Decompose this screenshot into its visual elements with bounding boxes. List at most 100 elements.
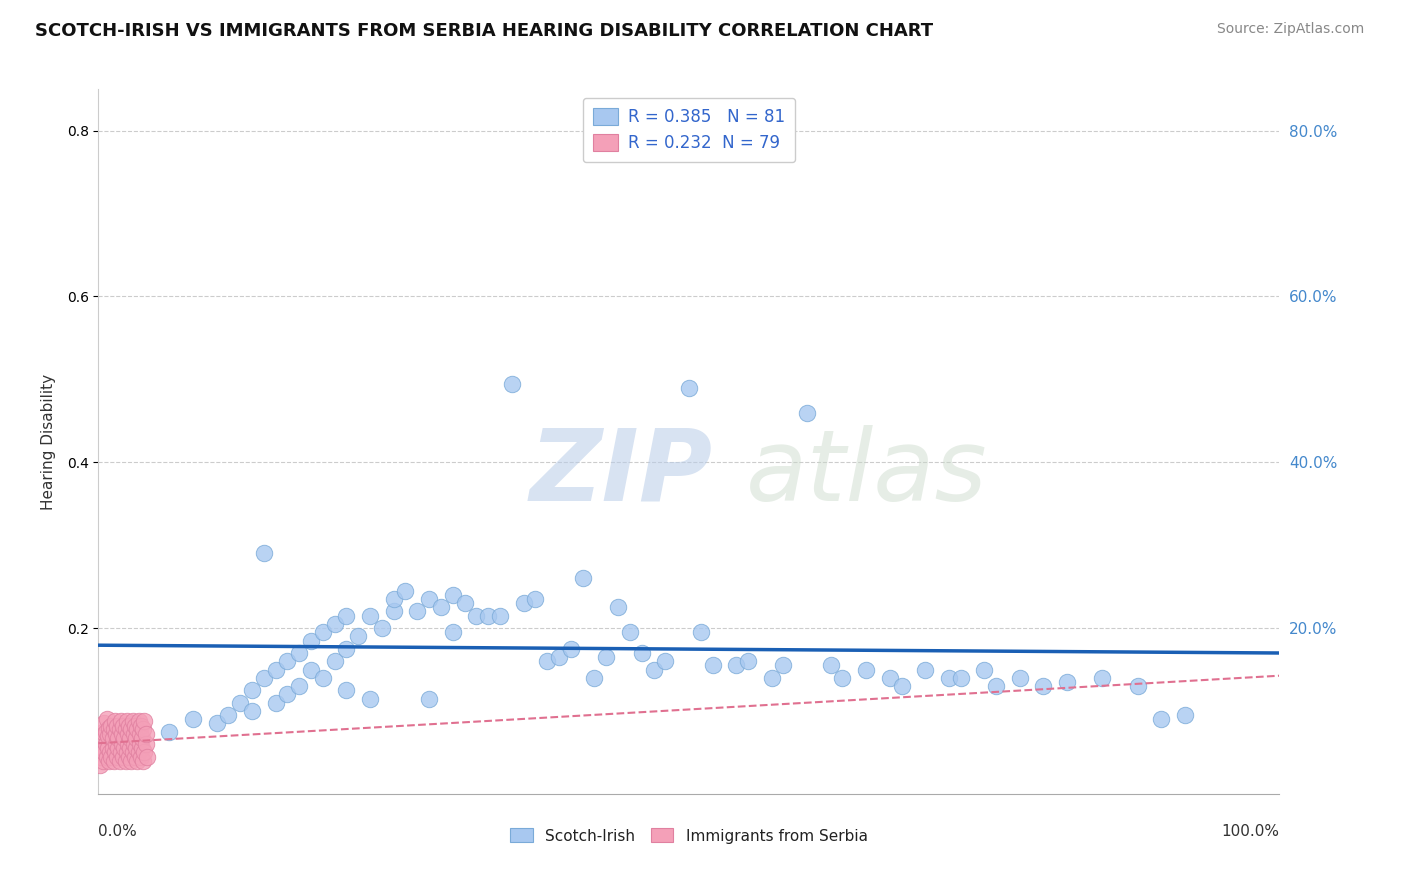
Point (98, 721, 121, 735)
Point (831, 671, 853, 685)
Point (820, 658, 842, 673)
Point (477, 608, 499, 623)
Point (96, 712, 118, 726)
Point (122, 727, 145, 741)
Point (129, 719, 152, 733)
Point (630, 646, 652, 660)
Point (98, 746, 121, 760)
Point (91, 754, 114, 768)
Point (619, 625, 641, 640)
Legend: Scotch-Irish, Immigrants from Serbia: Scotch-Irish, Immigrants from Serbia (505, 822, 873, 850)
Point (129, 749, 152, 764)
Point (104, 746, 127, 760)
Point (128, 737, 150, 751)
Point (571, 571, 593, 585)
Point (103, 723, 125, 737)
Point (453, 596, 475, 610)
Point (115, 746, 138, 760)
Point (110, 714, 132, 728)
Point (253, 546, 276, 560)
Point (110, 746, 132, 760)
Point (1091, 671, 1114, 685)
Point (105, 737, 128, 751)
Point (1008, 671, 1031, 685)
Point (105, 727, 128, 741)
Point (583, 671, 606, 685)
Point (89, 757, 111, 772)
Point (441, 588, 464, 602)
Point (128, 714, 150, 728)
Point (91, 729, 114, 743)
Point (229, 696, 252, 710)
Point (264, 663, 287, 677)
Point (122, 737, 145, 751)
Point (217, 708, 239, 723)
Text: atlas: atlas (745, 425, 987, 522)
Point (288, 646, 311, 660)
Point (108, 754, 131, 768)
Point (134, 746, 156, 760)
Point (96, 749, 118, 764)
Point (97, 729, 120, 743)
Text: 100.0%: 100.0% (1222, 824, 1279, 839)
Point (347, 629, 370, 643)
Point (98, 727, 121, 741)
Point (382, 605, 405, 619)
Point (489, 608, 512, 623)
Point (253, 671, 276, 685)
Point (127, 723, 149, 737)
Point (430, 600, 453, 615)
Point (131, 741, 153, 756)
Point (312, 671, 335, 685)
Point (124, 749, 146, 764)
Point (276, 687, 298, 701)
Point (607, 600, 630, 615)
Point (93, 746, 115, 760)
Point (128, 727, 150, 741)
Point (112, 719, 135, 733)
Point (111, 737, 134, 751)
Point (702, 658, 724, 673)
Point (335, 641, 357, 656)
Point (132, 723, 155, 737)
Point (91, 741, 114, 756)
Point (91, 724, 114, 739)
Point (299, 663, 322, 677)
Point (890, 679, 912, 693)
Point (761, 671, 783, 685)
Point (914, 663, 936, 677)
Point (128, 746, 150, 760)
Point (105, 749, 128, 764)
Point (124, 719, 146, 733)
Point (1150, 712, 1173, 726)
Text: SCOTCH-IRISH VS IMMIGRANTS FROM SERBIA HEARING DISABILITY CORRELATION CHART: SCOTCH-IRISH VS IMMIGRANTS FROM SERBIA H… (35, 22, 934, 40)
Point (654, 654, 676, 668)
Point (101, 741, 124, 756)
Point (114, 723, 136, 737)
Point (135, 727, 157, 741)
Point (101, 731, 124, 745)
Point (288, 679, 311, 693)
Point (359, 608, 381, 623)
Point (100, 749, 122, 764)
Point (394, 583, 416, 598)
Point (105, 719, 128, 733)
Point (118, 719, 141, 733)
Point (560, 641, 582, 656)
Point (418, 691, 440, 706)
Point (135, 749, 157, 764)
Point (240, 683, 263, 698)
Point (125, 741, 148, 756)
Point (122, 716, 145, 731)
Point (103, 754, 125, 768)
Point (117, 737, 139, 751)
Point (98, 754, 121, 768)
Point (312, 625, 335, 640)
Point (118, 749, 141, 764)
Point (512, 596, 534, 610)
Point (121, 714, 143, 728)
Point (371, 621, 394, 635)
Point (264, 696, 287, 710)
Point (524, 592, 547, 607)
Point (94, 737, 117, 751)
